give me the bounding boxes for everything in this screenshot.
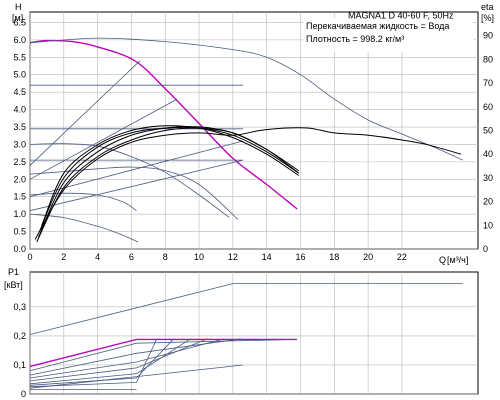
max-curve-line	[29, 338, 298, 368]
x-tick-label: 22	[397, 252, 407, 262]
speed-curve-line	[29, 338, 191, 385]
power-y-tick-label: 0,1	[13, 360, 26, 370]
y-tick-label: 3.0	[13, 139, 26, 149]
efficiency-line	[41, 125, 300, 226]
efficiency-line	[39, 126, 300, 231]
info-box	[303, 18, 473, 52]
x-tick-label: 20	[363, 252, 373, 262]
y-tick-label: 5.0	[13, 70, 26, 80]
y-tick-label: 6.5	[13, 17, 26, 27]
y-tick-label: 1.5	[13, 192, 26, 202]
y-tick-label: 3.5	[13, 122, 26, 132]
control-curve-line	[29, 98, 178, 180]
y-tick-label: 1.0	[13, 209, 26, 219]
max-curve-line	[29, 39, 298, 210]
speed-curve-line	[29, 338, 225, 379]
y2-axis-label: eta	[481, 2, 494, 12]
speed-curve-line	[29, 192, 137, 212]
bottom-grid	[29, 272, 478, 395]
x-tick-label: 4	[95, 252, 100, 262]
power-y-tick-label: 0	[21, 389, 26, 399]
y2-tick-label: 30	[483, 173, 493, 183]
control-curve-line	[29, 140, 244, 198]
y2-tick-label: 10	[483, 220, 493, 230]
x-tick-label: 10	[194, 252, 204, 262]
x-tick-label: 2	[61, 252, 66, 262]
speed-curve-line	[29, 283, 463, 335]
y-axis-unit: [м]	[12, 13, 23, 23]
y2-tick-label: 80	[483, 54, 493, 64]
y2-tick-label: 90	[483, 31, 493, 41]
bottom-plot-frame	[29, 271, 479, 395]
x-tick-label: 16	[295, 252, 305, 262]
speed-curve-line	[29, 364, 244, 389]
y2-tick-label: 0	[483, 244, 488, 254]
y-axis-label: H	[15, 2, 22, 12]
y2-axis-unit: [%]	[481, 13, 494, 23]
y2-tick-label: 40	[483, 149, 493, 159]
y-tick-label: 0.0	[13, 244, 26, 254]
power-curves	[29, 283, 463, 390]
speed-curve-line	[29, 37, 463, 161]
y2-tick-label: 60	[483, 102, 493, 112]
y-tick-label: 0.5	[13, 227, 26, 237]
power-axis-label: P1	[8, 267, 19, 277]
speed-curve-line	[29, 338, 242, 376]
control-curve-line	[29, 60, 141, 166]
y-tick-label: 4.5	[13, 87, 26, 97]
y2-tick-label: 50	[483, 126, 493, 136]
fluid-annotation: Перекачиваемая жидкость = Вода	[306, 21, 449, 31]
y-tick-label: 4.0	[13, 105, 26, 115]
efficiency-line	[34, 127, 462, 240]
speed-curve-line	[29, 338, 158, 388]
speed-curve-line	[29, 143, 230, 218]
x-axis-label: Q	[439, 255, 446, 265]
speed-curve-line	[29, 213, 139, 243]
y-tick-label: 6.0	[13, 35, 26, 45]
x-tick-label: 14	[262, 252, 272, 262]
speed-curve-line	[29, 339, 298, 372]
power-y-tick-label: 0,3	[13, 302, 26, 312]
power-axis-unit: [кВт]	[4, 280, 23, 290]
speed-curve-line	[29, 338, 174, 386]
x-tick-label: 0	[27, 252, 32, 262]
y-tick-label: 2.0	[13, 174, 26, 184]
y-tick-label: 2.5	[13, 157, 26, 167]
x-tick-label: 6	[129, 252, 134, 262]
density-annotation: Плотность = 998.2 кг/м³	[306, 34, 404, 44]
x-tick-label: 18	[329, 252, 339, 262]
y2-tick-label: 20	[483, 197, 493, 207]
speed-curve-line	[29, 338, 208, 382]
y2-tick-label: 70	[483, 78, 493, 88]
control-curve-line	[29, 159, 244, 212]
head-curves	[29, 37, 463, 243]
y-tick-label: 5.5	[13, 52, 26, 62]
power-y-tick-label: 0,2	[13, 331, 26, 341]
x-tick-label: 8	[163, 252, 168, 262]
x-axis-unit: [м³/ч]	[447, 255, 468, 265]
chart-title: MAGNA1 D 40-60 F, 50Hz	[348, 10, 454, 20]
x-tick-label: 12	[228, 252, 238, 262]
speed-curve-line	[29, 166, 239, 220]
axis-ticks: 0 2 4 6 8 10 12 14 16 18 20 22 0.0 0.5 1.0 1.5 2.0 2.5 3.0…	[13, 17, 493, 399]
